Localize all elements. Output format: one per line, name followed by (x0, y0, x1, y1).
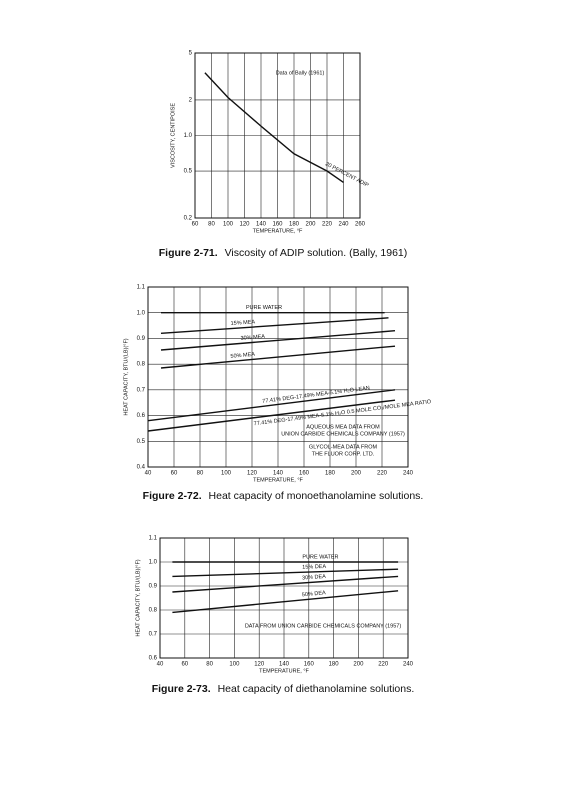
y-tick-label: 0.7 (137, 387, 146, 393)
annotation: Data of Bally (1961) (276, 70, 325, 76)
y-tick-label: 0.9 (137, 336, 146, 342)
x-tick-label: 100 (223, 222, 234, 228)
x-tick-label: 180 (325, 471, 336, 477)
data-line (147, 389, 396, 422)
x-tick-label: 260 (355, 222, 366, 228)
series-label: 50% MEA (230, 352, 255, 360)
series-label: 15% MEA (230, 319, 255, 327)
caption-text: Viscosity of ADIP solution. (Bally, 1961… (222, 247, 408, 259)
y-tick-label: 0.4 (137, 465, 146, 471)
series-label: 20 PERCENT ADIP (324, 161, 370, 189)
x-tick-label: 140 (273, 471, 284, 477)
x-tick-label: 60 (181, 662, 188, 668)
series-label: 15% DEA (302, 564, 326, 571)
annotation: AQUEOUS MEA DATA FROM (306, 424, 380, 430)
x-tick-label: 200 (305, 222, 316, 228)
x-tick-label: 220 (377, 471, 388, 477)
x-tick-label: 160 (304, 662, 315, 668)
x-tick-label: 240 (338, 222, 349, 228)
y-tick-label: 2 (189, 98, 193, 104)
x-tick-label: 140 (256, 222, 267, 228)
series-label: 30% DEA (302, 574, 327, 582)
data-line (172, 568, 399, 578)
x-tick-label: 180 (329, 662, 340, 668)
x-tick-label: 60 (192, 222, 199, 228)
x-tick-label: 160 (272, 222, 283, 228)
x-axis-label: TEMPERATURE, °F (253, 228, 303, 234)
data-line (172, 590, 399, 614)
y-tick-label: 1.0 (137, 310, 146, 316)
x-tick-label: 80 (208, 222, 215, 228)
data-line (172, 575, 399, 593)
x-tick-label: 240 (403, 662, 414, 668)
x-tick-label: 40 (157, 662, 164, 668)
y-tick-label: 1.0 (184, 133, 193, 139)
figure-caption: Figure 2-72. Heat capacity of monoethano… (143, 490, 424, 502)
y-tick-label: 0.8 (149, 608, 158, 614)
y-tick-label: 1.1 (149, 536, 158, 542)
x-tick-label: 240 (403, 471, 414, 477)
x-tick-label: 220 (322, 222, 333, 228)
x-axis-label: TEMPERATURE, °F (253, 477, 303, 483)
x-tick-label: 200 (353, 662, 364, 668)
x-tick-label: 100 (229, 662, 240, 668)
x-tick-label: 100 (221, 471, 232, 477)
plot-frame (159, 537, 409, 659)
annotation: UNION CARBIDE CHEMICALS COMPANY (1957) (281, 431, 405, 437)
x-tick-label: 80 (206, 662, 213, 668)
data-line (160, 330, 396, 351)
x-axis-label: TEMPERATURE, °F (259, 668, 309, 674)
x-tick-label: 180 (289, 222, 300, 228)
annotation: THE FLUOR CORP. LTD. (312, 451, 375, 457)
y-tick-label: 0.2 (184, 216, 193, 222)
figure-caption: Figure 2-73. Heat capacity of diethanola… (152, 683, 415, 695)
y-axis-label: HEAT CAPACITY, BTU/(LB)(°F) (135, 559, 141, 636)
x-tick-label: 120 (239, 222, 250, 228)
caption-text: Heat capacity of monoethanolamine soluti… (206, 490, 424, 502)
series-label: 77.41% DEG-17.49% MEA-5.1% H₂O 0.5 MOLE … (253, 399, 432, 427)
data-line (160, 317, 389, 334)
y-tick-label: 1.1 (137, 285, 146, 291)
y-tick-label: 0.6 (149, 656, 158, 662)
y-tick-label: 0.5 (137, 439, 146, 445)
data-line (147, 399, 396, 432)
y-tick-label: 5 (189, 51, 193, 57)
x-tick-label: 220 (378, 662, 389, 668)
x-tick-label: 140 (279, 662, 290, 668)
x-tick-label: 80 (197, 471, 204, 477)
y-axis-label: VISCOSITY, CENTIPOISE (170, 103, 176, 168)
y-tick-label: 0.9 (149, 584, 158, 590)
x-tick-label: 40 (145, 471, 152, 477)
annotation: DATA FROM UNION CARBIDE CHEMICALS COMPAN… (245, 623, 402, 629)
figure-label: Figure 2-72. (143, 490, 202, 502)
y-tick-label: 1.0 (149, 560, 158, 566)
y-tick-label: 0.8 (137, 362, 146, 368)
y-tick-label: 0.6 (137, 413, 146, 419)
x-tick-label: 120 (247, 471, 258, 477)
figure-label: Figure 2-73. (152, 683, 211, 695)
figure-label: Figure 2-71. (159, 247, 218, 259)
series-label: 50% DEA (302, 590, 327, 598)
series-label: PURE WATER (302, 554, 338, 560)
annotation: GLYCOL-MEA DATA FROM (309, 444, 378, 450)
series-label: PURE WATER (246, 305, 282, 311)
plot-frame (147, 286, 409, 468)
x-tick-label: 120 (254, 662, 265, 668)
plot-frame (194, 52, 361, 219)
x-tick-label: 60 (171, 471, 178, 477)
x-tick-label: 160 (299, 471, 310, 477)
data-line (204, 72, 344, 184)
figure-caption: Figure 2-71. Viscosity of ADIP solution.… (159, 247, 408, 259)
caption-text: Heat capacity of diethanolamine solution… (215, 683, 415, 695)
y-tick-label: 0.7 (149, 632, 158, 638)
x-tick-label: 200 (351, 471, 362, 477)
data-line (160, 345, 396, 369)
y-axis-label: HEAT CAPACITY, BTU/(LB)(°F) (123, 338, 129, 415)
series-label: 30% MEA (240, 334, 265, 342)
y-tick-label: 0.5 (184, 169, 193, 175)
